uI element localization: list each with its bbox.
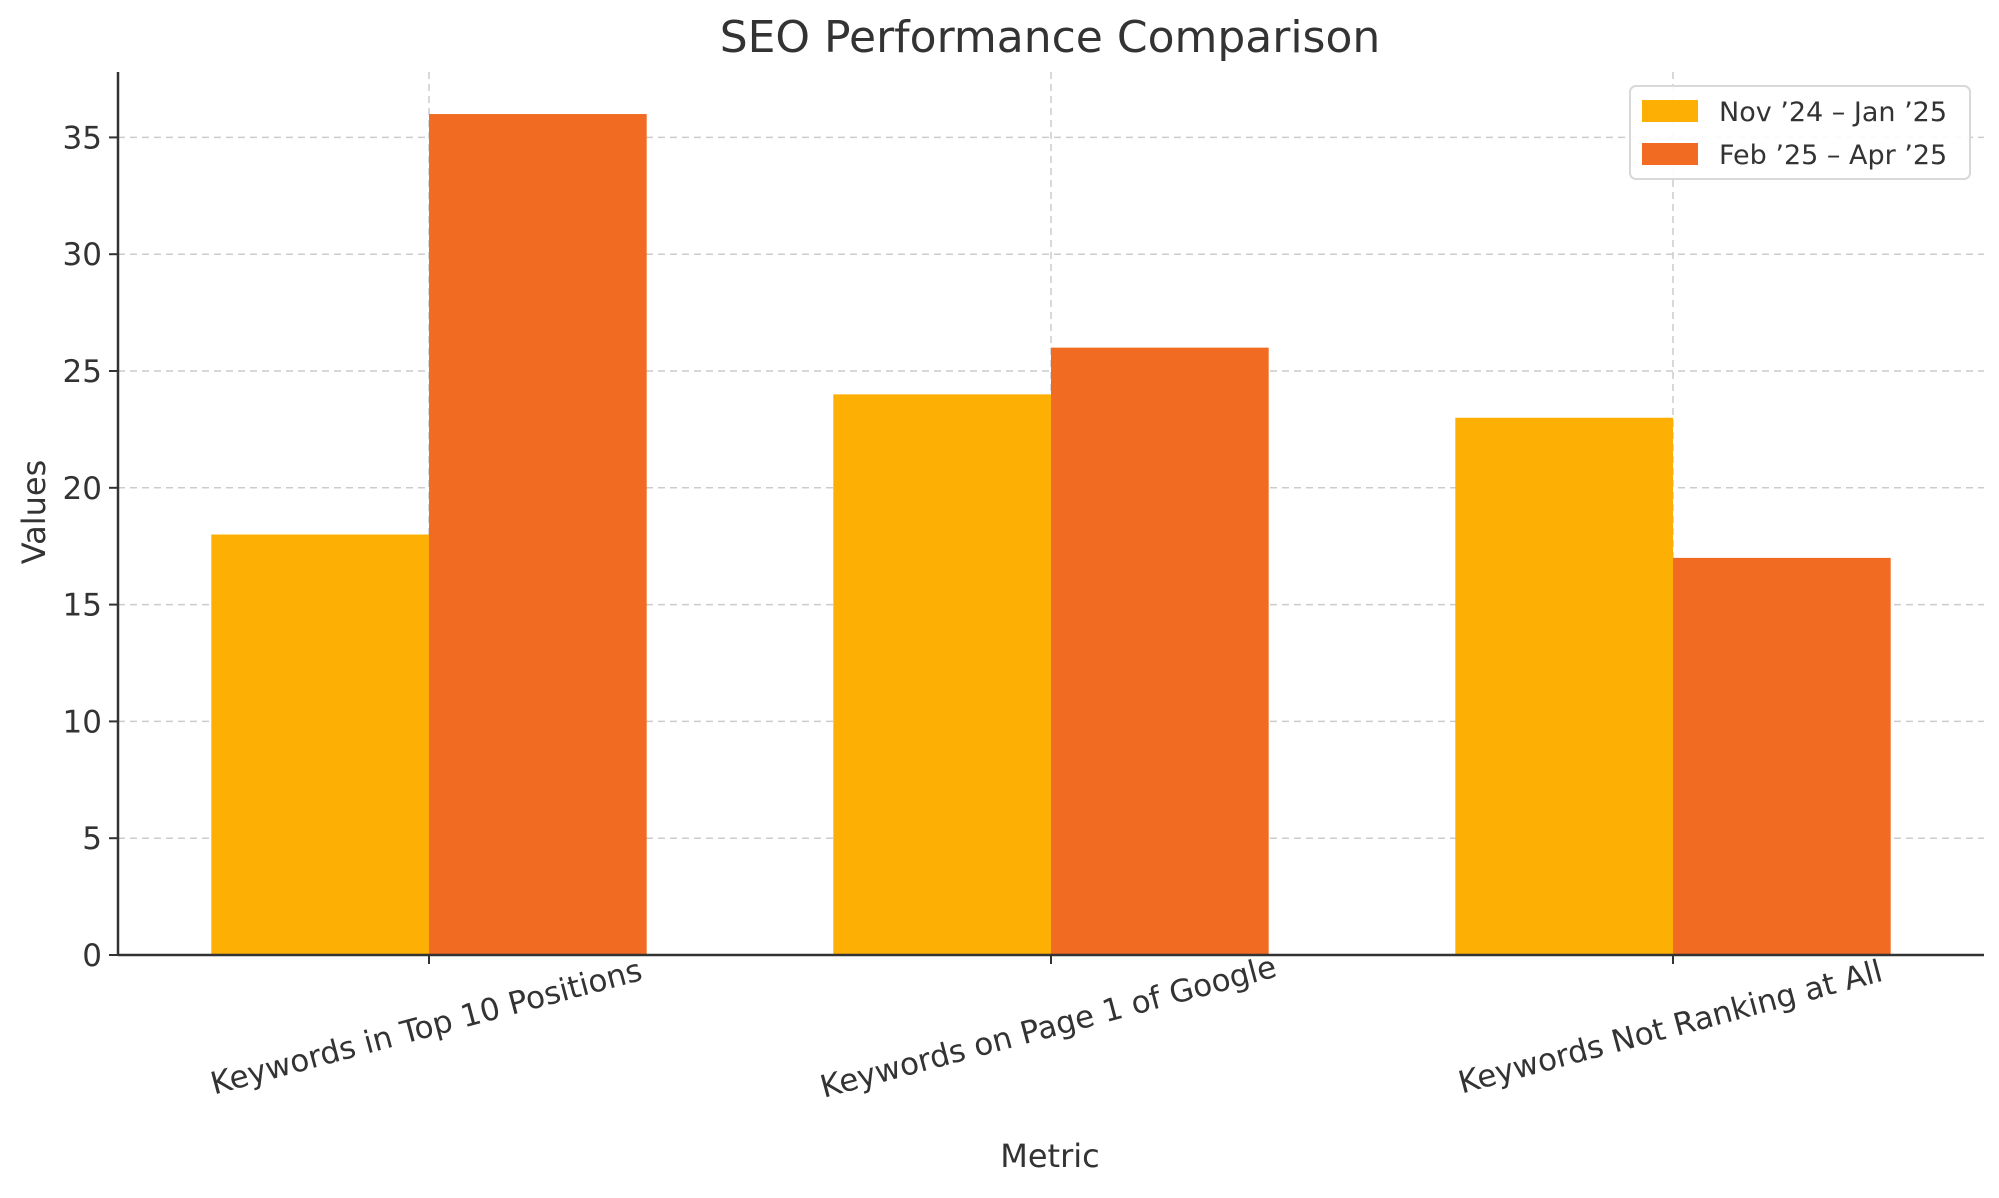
x-axis-label: Metric	[1000, 1137, 1099, 1175]
y-tick-label: 10	[63, 704, 102, 740]
x-tick-label: Keywords on Page 1 of Google	[817, 949, 1281, 1106]
y-tick-label: 25	[63, 354, 102, 390]
y-tick-label: 0	[82, 938, 102, 974]
bar-series-1-2	[833, 394, 1051, 955]
bar-series-2-3	[1673, 557, 1891, 955]
legend-box	[1629, 85, 1971, 180]
bar-series-2-2	[1051, 347, 1269, 955]
y-tick-label: 35	[63, 120, 102, 156]
y-axis-label: Values	[15, 460, 53, 565]
legend: Nov ’24 – Jan ’25 Feb ’25 – Apr ’25	[1629, 85, 1971, 180]
bar-series-1-1	[211, 534, 429, 955]
legend-label: Feb ’25 – Apr ’25	[1719, 140, 1947, 171]
bar-series-1-3	[1455, 417, 1673, 955]
y-tick-label: 5	[82, 821, 102, 857]
y-tick-label: 30	[63, 237, 102, 273]
y-tick-label: 15	[63, 588, 102, 624]
x-tick-label: Keywords Not Ranking at All	[1455, 953, 1887, 1101]
legend-swatch	[1642, 143, 1698, 165]
chart-title: SEO Performance Comparison	[720, 12, 1381, 63]
bar-series-2-1	[429, 114, 647, 956]
y-tick-label: 20	[63, 471, 102, 507]
x-tick-label: Keywords in Top 10 Positions	[207, 952, 646, 1102]
legend-label: Nov ’24 – Jan ’25	[1719, 97, 1947, 128]
bars	[211, 114, 1891, 956]
legend-swatch	[1642, 100, 1698, 122]
